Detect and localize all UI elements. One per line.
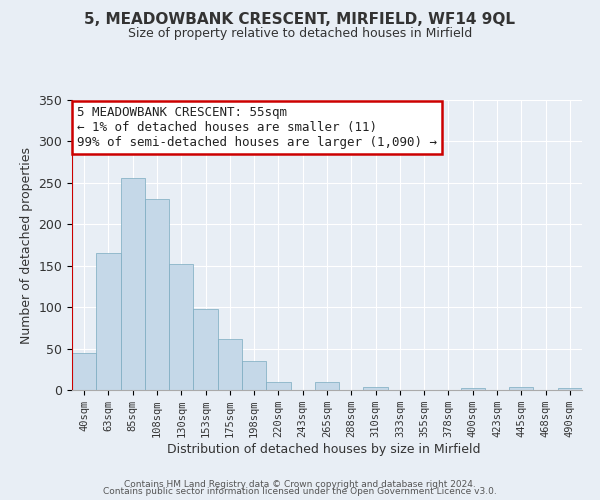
Text: Contains HM Land Registry data © Crown copyright and database right 2024.: Contains HM Land Registry data © Crown c… (124, 480, 476, 489)
Bar (96, 254, 121, 390)
Bar (242, 361, 266, 390)
Text: Distribution of detached houses by size in Mirfield: Distribution of detached houses by size … (167, 442, 481, 456)
Text: 5, MEADOWBANK CRESCENT, MIRFIELD, WF14 9QL: 5, MEADOWBANK CRESCENT, MIRFIELD, WF14 9… (85, 12, 515, 28)
Bar (315, 382, 339, 390)
Bar (72, 352, 96, 390)
Bar (145, 200, 169, 390)
Bar (121, 178, 145, 390)
Y-axis label: Number of detached properties: Number of detached properties (20, 146, 33, 344)
Bar (218, 338, 242, 390)
Bar (509, 386, 533, 390)
Bar (169, 264, 193, 390)
Text: Size of property relative to detached houses in Mirfield: Size of property relative to detached ho… (128, 28, 472, 40)
Bar (266, 382, 290, 390)
Text: Contains public sector information licensed under the Open Government Licence v3: Contains public sector information licen… (103, 488, 497, 496)
Bar (558, 388, 582, 390)
Bar (193, 309, 218, 390)
Bar (364, 386, 388, 390)
Text: 5 MEADOWBANK CRESCENT: 55sqm
← 1% of detached houses are smaller (11)
99% of sem: 5 MEADOWBANK CRESCENT: 55sqm ← 1% of det… (77, 106, 437, 149)
Bar (461, 388, 485, 390)
